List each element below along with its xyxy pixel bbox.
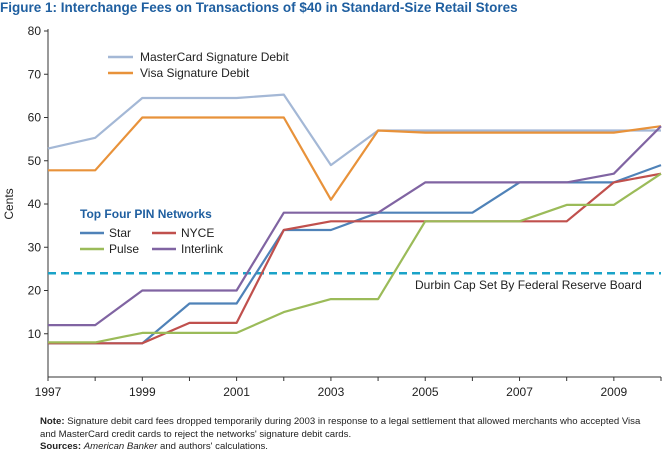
- y-tick-label: 60: [28, 111, 42, 125]
- x-tick-label: 1999: [129, 385, 156, 399]
- sources-label: Sources:: [40, 441, 82, 452]
- pin-legend-title: Top Four PIN Networks: [80, 207, 212, 221]
- y-tick-label: 30: [28, 240, 42, 254]
- pin-legend-label: Star: [109, 226, 131, 240]
- series-pulse-line: [48, 172, 662, 344]
- series-nyce-line: [48, 172, 662, 345]
- y-tick-label: 50: [28, 154, 42, 168]
- series-star-line: [48, 164, 662, 345]
- series-mastercard-signature-debit-line: [47, 93, 661, 167]
- y-axis-label: Cents: [2, 188, 16, 219]
- note-text: Signature debit card fees dropped tempor…: [40, 416, 641, 440]
- y-tick-label: 10: [28, 327, 42, 341]
- figure-title: Figure 1: Interchange Fees on Transactio…: [0, 0, 518, 15]
- series-visa-signature-debit-line: [48, 116, 662, 201]
- sources-italic: American Banker: [83, 441, 158, 452]
- y-tick-label: 40: [28, 197, 42, 211]
- pin-legend-label: NYCE: [181, 226, 214, 240]
- sources-rest: and authors' calculations.: [160, 441, 268, 452]
- pin-legend-label: Interlink: [181, 242, 224, 256]
- legend-label: Visa Signature Debit: [140, 66, 250, 80]
- x-tick-label: 2003: [318, 385, 345, 399]
- x-tick-label: 2007: [506, 385, 533, 399]
- x-tick-label: 2001: [223, 385, 250, 399]
- series-interlink-line: [48, 125, 662, 327]
- note-label: Note:: [40, 416, 65, 427]
- x-tick-label: 2005: [412, 385, 439, 399]
- note: Note: Signature debit card fees dropped …: [40, 416, 650, 441]
- y-tick-label: 70: [28, 67, 42, 81]
- pin-legend-label: Pulse: [109, 242, 139, 256]
- x-tick-label: 1997: [35, 385, 62, 399]
- legend-label: MasterCard Signature Debit: [140, 50, 289, 64]
- x-tick-label: 2009: [600, 385, 627, 399]
- y-tick-label: 20: [28, 284, 42, 298]
- sources: Sources: American Banker and authors' ca…: [40, 441, 268, 452]
- durbin-cap-label: Durbin Cap Set By Federal Reserve Board: [415, 278, 642, 292]
- y-tick-label: 80: [28, 24, 42, 38]
